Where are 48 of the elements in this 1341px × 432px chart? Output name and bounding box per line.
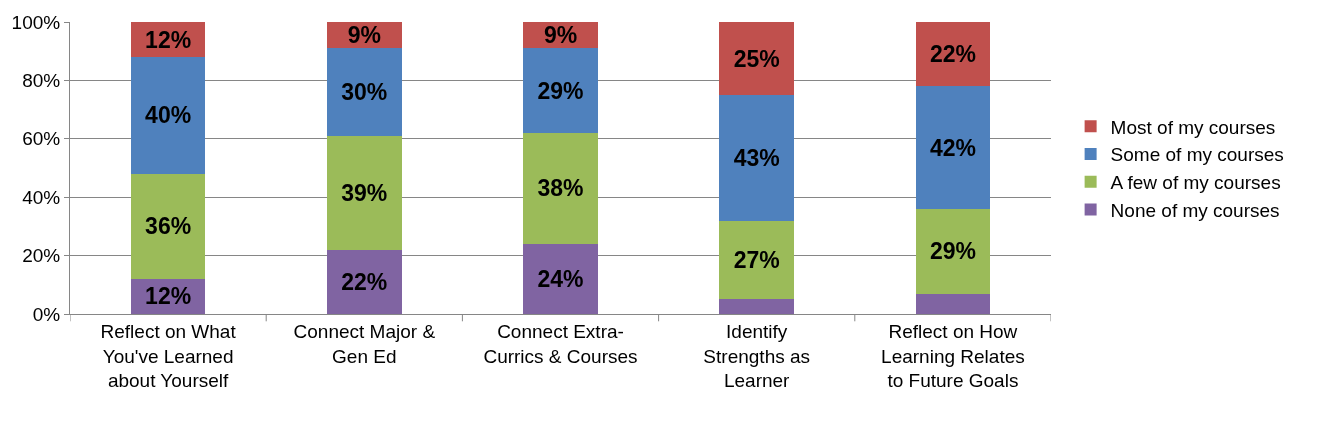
data-label: 42% — [929, 134, 976, 161]
legend-label: None of my courses — [1110, 199, 1280, 221]
x-tick-label: Connect Major & Gen Ed — [293, 320, 436, 367]
data-label: 22% — [341, 268, 388, 295]
data-label: 22% — [929, 41, 976, 68]
bar — [915, 86, 991, 209]
data-label: 9% — [347, 22, 381, 49]
bar — [915, 208, 991, 294]
data-label: 12% — [145, 26, 192, 53]
data-label: 38% — [537, 175, 584, 202]
bar — [719, 95, 794, 221]
x-tick-label: Identify Strengths as Learner — [703, 320, 811, 392]
data-label: 24% — [537, 265, 584, 292]
data-label: 27% — [733, 246, 780, 273]
bar — [327, 135, 402, 250]
bar — [130, 173, 206, 279]
bar — [719, 299, 794, 314]
data-label: 39% — [341, 179, 388, 206]
bar — [130, 57, 206, 174]
data-label: 9% — [543, 22, 578, 49]
bar — [327, 249, 402, 314]
data-label: 29% — [537, 77, 584, 104]
bar — [523, 243, 598, 314]
data-label: 36% — [145, 213, 192, 240]
y-tick-label: 40% — [22, 186, 61, 208]
data-label: 12% — [145, 283, 192, 310]
y-tick-label: 80% — [22, 70, 61, 92]
data-label: 29% — [929, 238, 976, 265]
data-label: 40% — [145, 102, 192, 129]
bar — [523, 132, 598, 244]
bar — [719, 220, 794, 300]
legend-label: Some of my courses — [1110, 144, 1284, 166]
y-tick-label: 100% — [11, 11, 61, 33]
legend-label: Most of my courses — [1110, 116, 1276, 138]
y-tick-label: 0% — [32, 303, 61, 325]
y-tick-label: 60% — [22, 128, 61, 150]
x-tick-label: Reflect on How Learning Relates to Future Goals — [881, 320, 1025, 392]
legend-label: A few of my courses — [1110, 172, 1281, 194]
bar — [719, 22, 794, 95]
y-tick-label: 20% — [22, 245, 61, 267]
bar — [523, 48, 598, 133]
x-tick-label: Connect Extra-Currics & Courses — [483, 320, 638, 367]
data-label: 43% — [733, 144, 780, 171]
bar — [915, 293, 991, 314]
x-tick-label: Reflect on What You've Learned about Yourself — [100, 320, 237, 392]
data-label: 30% — [341, 79, 388, 106]
bar — [327, 48, 402, 136]
data-label: 25% — [733, 45, 780, 72]
